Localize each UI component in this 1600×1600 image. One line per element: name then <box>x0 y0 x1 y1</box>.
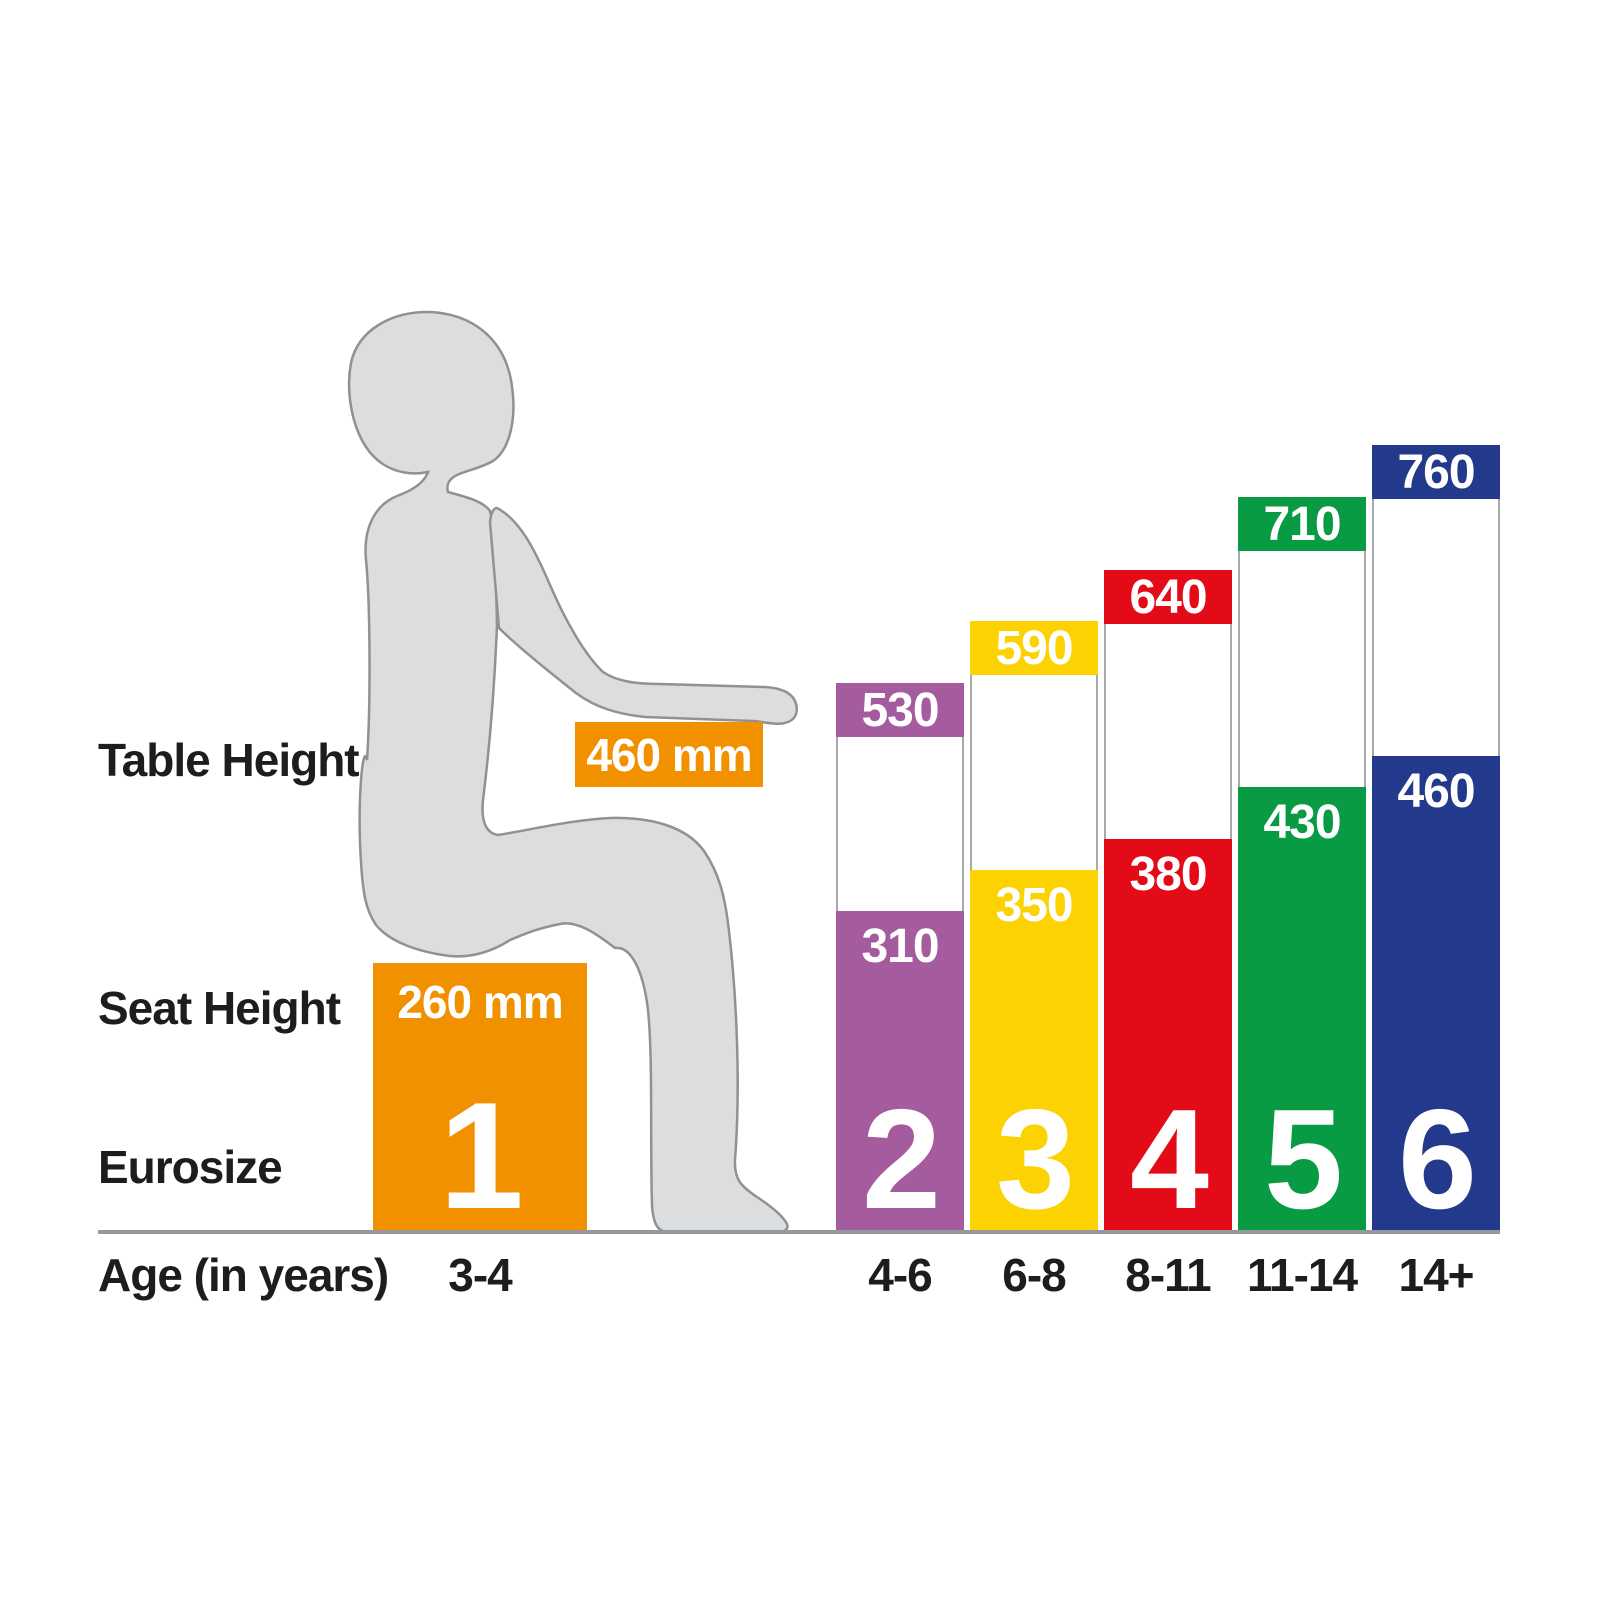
size1-seat-height-value: 260 mm <box>397 976 563 1028</box>
column-gap <box>1238 551 1366 787</box>
table-height-band: 640 <box>1104 570 1232 624</box>
age-value: 14+ <box>1398 1249 1474 1301</box>
table-height-band: 760 <box>1372 445 1500 499</box>
size1-table-height-value: 460 mm <box>586 728 752 781</box>
age-value: 11-14 <box>1246 1249 1358 1301</box>
seat-height-bar: 310 2 <box>836 911 964 1232</box>
eurosize-label: Eurosize <box>98 1141 283 1193</box>
baseline-axis <box>98 1230 1500 1234</box>
seat-height-label: Seat Height <box>98 982 341 1034</box>
size1-table-height-block: 460 mm <box>575 722 763 787</box>
age-value: 4-6 <box>868 1249 932 1301</box>
arm-outline <box>488 506 798 725</box>
age-value: 8-11 <box>1125 1249 1212 1301</box>
seat-height-value: 350 <box>995 879 1073 932</box>
column-gap <box>836 737 964 911</box>
seat-height-bar: 430 5 <box>1238 787 1366 1232</box>
eurosize-number: 2 <box>862 1080 941 1240</box>
eurosize-number: 3 <box>996 1080 1075 1240</box>
eurosize-number: 6 <box>1398 1080 1477 1240</box>
age-value: 6-8 <box>1002 1249 1066 1301</box>
size1-seat-block: 260 mm 1 <box>373 963 587 1232</box>
size1-eurosize-number: 1 <box>439 1071 524 1242</box>
table-height-band: 710 <box>1238 497 1366 551</box>
eurosize-number: 4 <box>1130 1080 1209 1240</box>
column-gap <box>970 675 1098 870</box>
eurosize-number: 5 <box>1264 1080 1343 1240</box>
age-axis-label: Age (in years) <box>98 1249 389 1301</box>
table-height-label: Table Height <box>98 734 360 786</box>
seat-height-value: 310 <box>861 920 939 973</box>
age-value-size1: 3-4 <box>448 1249 512 1301</box>
table-height-band: 590 <box>970 621 1098 675</box>
seat-height-value: 430 <box>1263 796 1341 849</box>
column-gap <box>1372 499 1500 756</box>
seat-height-value: 380 <box>1129 848 1207 901</box>
seat-height-bar: 350 3 <box>970 870 1098 1232</box>
column-gap <box>1104 624 1232 839</box>
table-height-band: 530 <box>836 683 964 737</box>
seat-height-value: 460 <box>1397 765 1475 818</box>
seat-height-bar: 460 6 <box>1372 756 1500 1232</box>
seat-height-bar: 380 4 <box>1104 839 1232 1232</box>
